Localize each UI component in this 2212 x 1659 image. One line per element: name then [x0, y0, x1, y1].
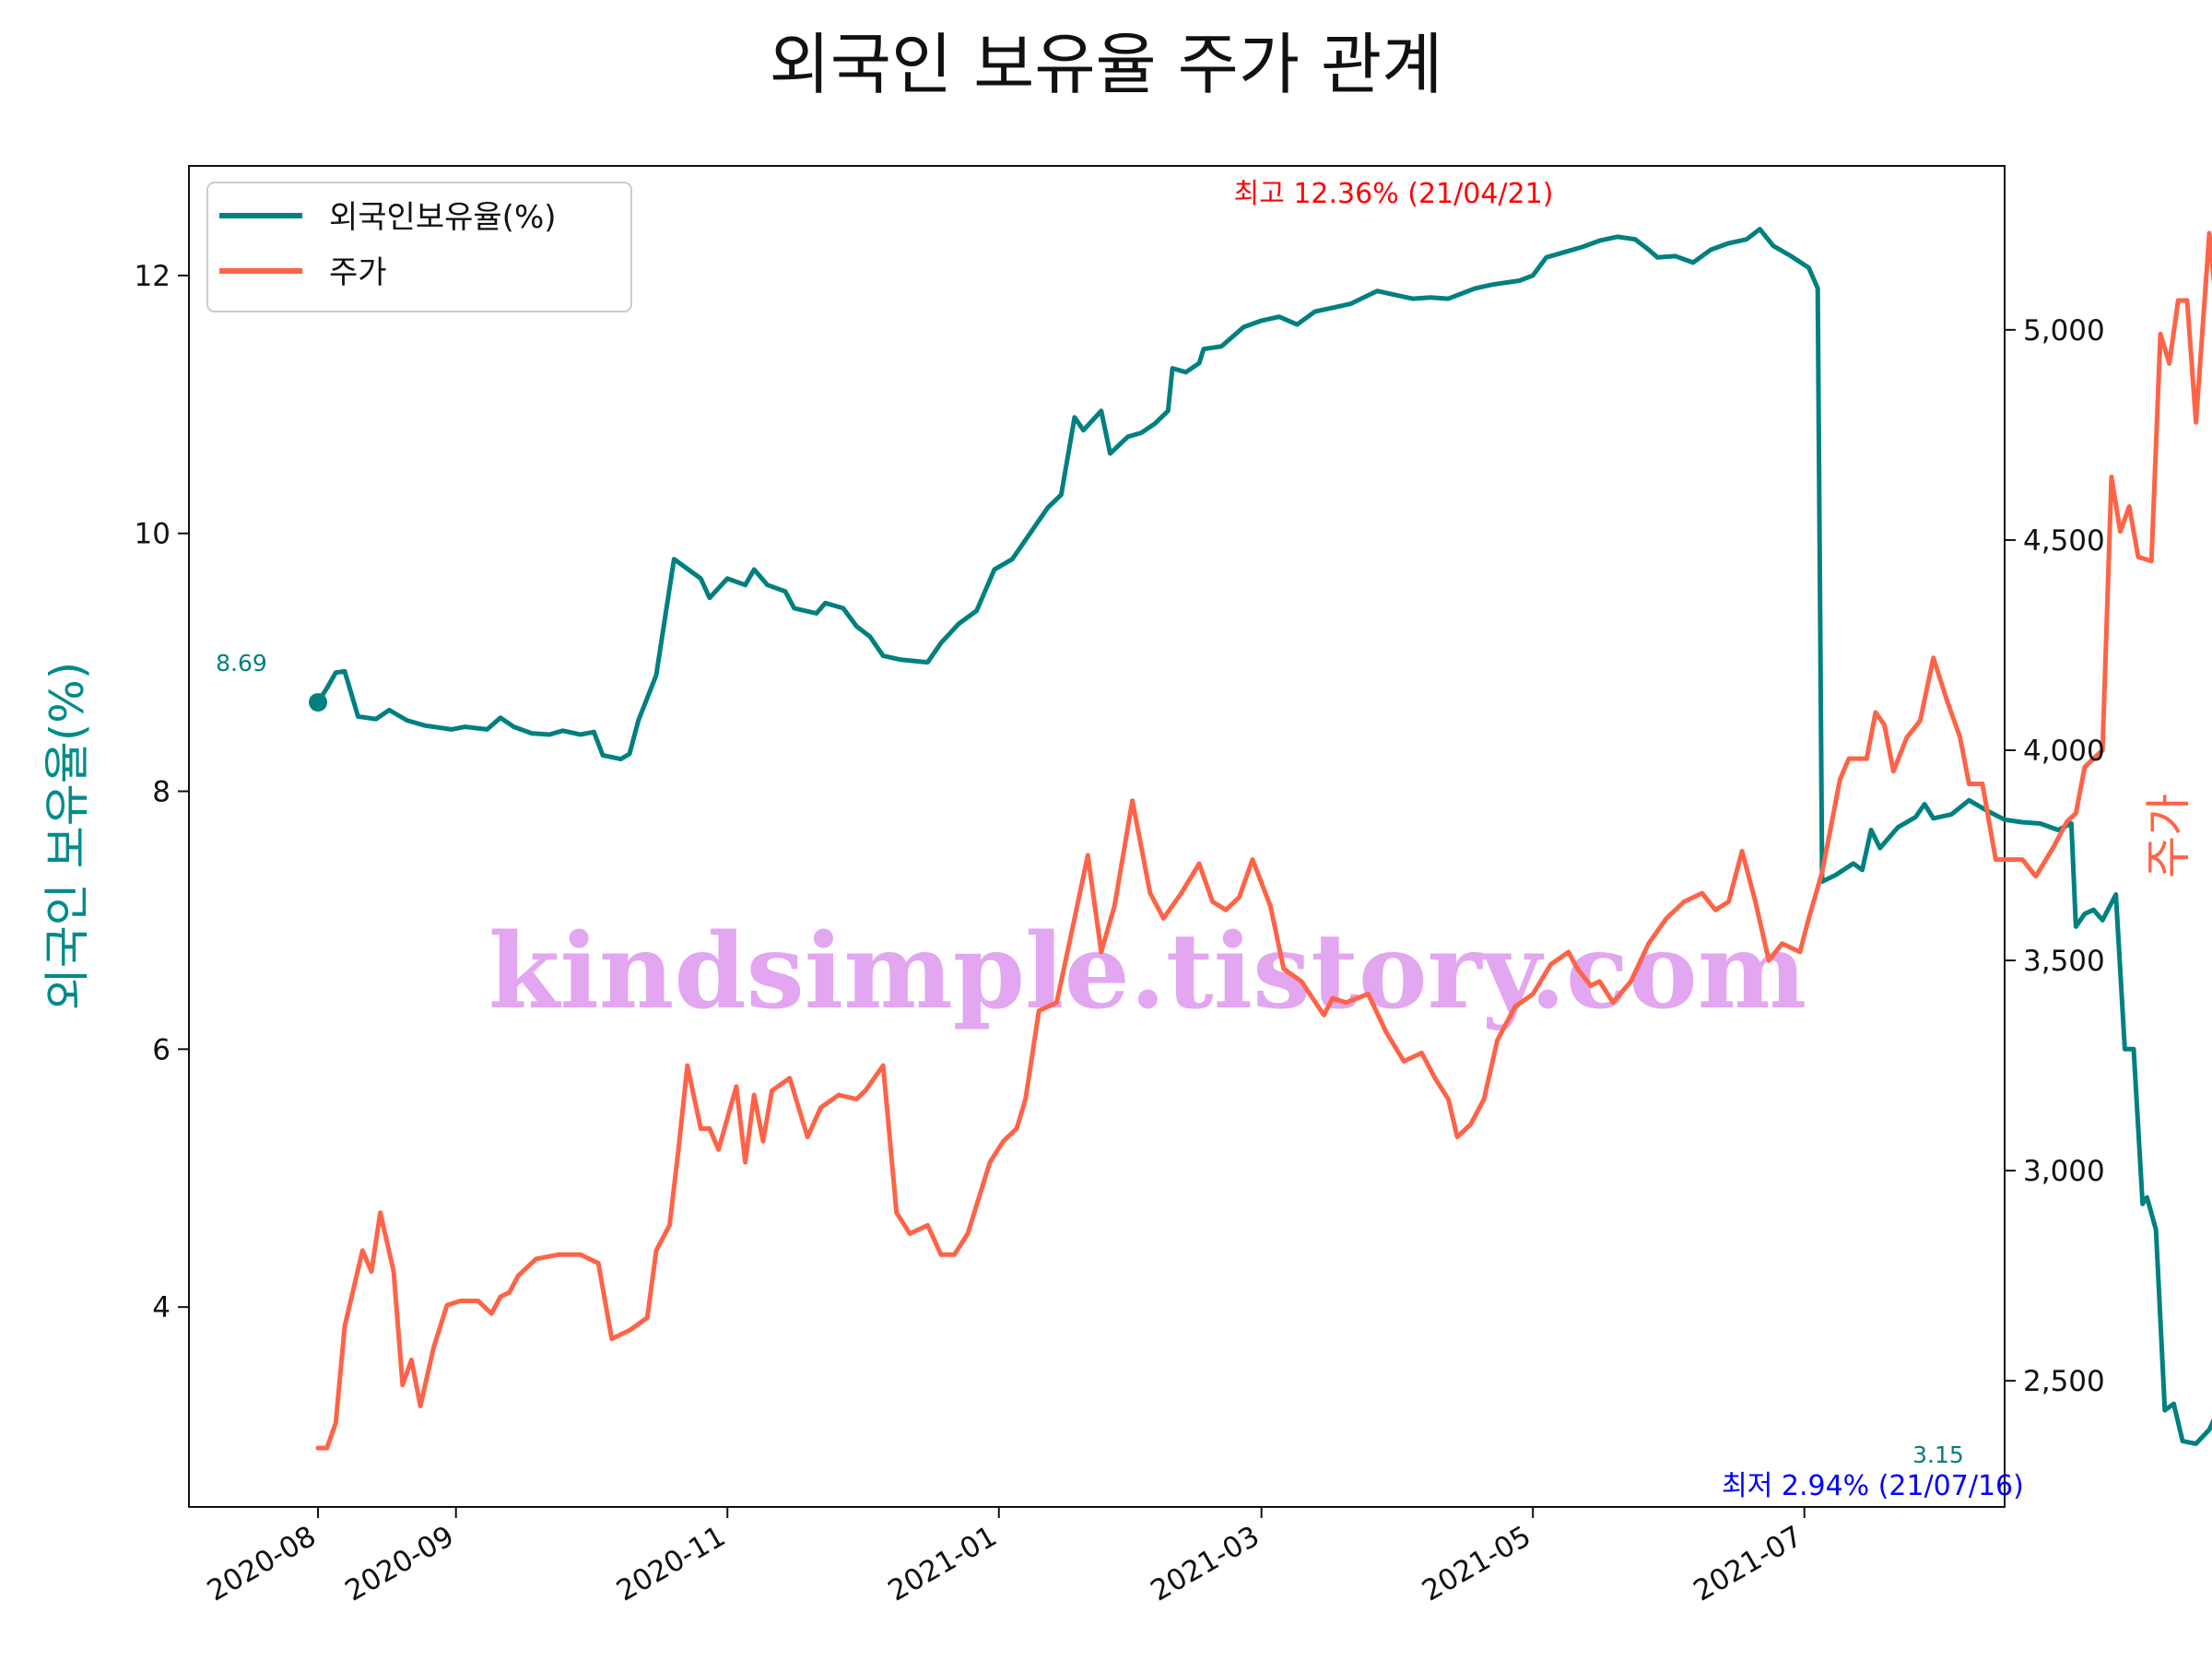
y-right-tick-label: 4,500 — [2023, 524, 2105, 558]
series-line-price — [315, 230, 2212, 1451]
y-right-tick-label: 5,000 — [2023, 314, 2105, 347]
watermark-layer: kindsimple.tistory.com — [488, 912, 1807, 1032]
series-layer — [315, 227, 2212, 1451]
y-left-axis-ticks: 4 6 8 10 12 — [135, 260, 189, 1324]
y-axis-label-right: 주가 — [2142, 794, 2195, 878]
y-left-tick-label: 12 — [135, 260, 171, 293]
plot-frame — [188, 165, 2006, 1508]
end-value-annotation: 3.15 — [1912, 1441, 1964, 1468]
watermark-text: kindsimple.tistory.com — [488, 912, 1807, 1032]
y-right-tick-label: 2,500 — [2023, 1365, 2105, 1398]
max-annotation: 최고 12.36% (21/04/21) — [1234, 178, 1554, 210]
legend-box — [206, 182, 632, 312]
start-point-marker — [309, 693, 328, 712]
y-left-tick-label: 10 — [135, 518, 171, 551]
start-value-annotation: 8.69 — [216, 650, 267, 677]
chart-title: 외국인 보유율 주가 관계 — [769, 26, 1442, 103]
min-annotation: 최저 2.94% (21/07/16) — [1722, 1470, 2024, 1502]
legend-label-price: 주가 — [329, 254, 387, 291]
points-layer — [309, 693, 328, 712]
legend: 외국인보유율(%) 주가 — [206, 182, 632, 312]
plot-area — [188, 165, 2006, 1508]
y-left-tick-label: 4 — [152, 1291, 171, 1324]
series-line-foreign-ratio — [315, 227, 2212, 1446]
y-right-axis-ticks: 2,500 3,000 3,500 4,000 4,500 5,000 — [2005, 314, 2105, 1398]
y-right-tick-label: 3,500 — [2023, 945, 2105, 978]
y-right-tick-label: 3,000 — [2023, 1155, 2105, 1188]
y-right-tick-label: 4,000 — [2023, 735, 2105, 768]
y-axis-label-left: 외국인 보유율(%) — [41, 662, 94, 1010]
legend-label-foreign-ratio: 외국인보유율(%) — [329, 199, 557, 236]
y-left-tick-label: 6 — [152, 1033, 171, 1066]
y-left-tick-label: 8 — [152, 776, 171, 809]
